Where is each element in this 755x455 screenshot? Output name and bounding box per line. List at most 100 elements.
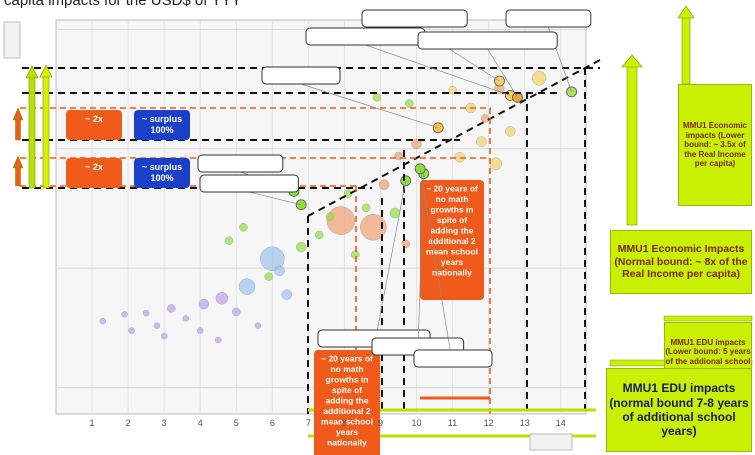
data-bubble (480, 114, 490, 123)
label-leader (300, 83, 439, 129)
lower-surplus-box-text: ~ surplus 100% (142, 162, 182, 183)
x-tick-label: 11 (448, 418, 457, 428)
data-bubble (239, 223, 248, 232)
lower-2x-box (66, 158, 122, 188)
x-tick-label: 14 (556, 418, 566, 428)
data-bubble (378, 179, 390, 190)
country-bubble (432, 122, 444, 134)
data-bubble (489, 157, 503, 170)
data-bubble (394, 151, 403, 161)
econ-lower-box: MMU1 Economic impacts (Lower bound: ~ 3.… (678, 84, 752, 206)
no-growth-right-box (420, 180, 484, 300)
data-bubble (389, 207, 401, 219)
data-bubble (361, 203, 371, 213)
lower-surplus-box (134, 158, 190, 188)
data-bubble (215, 336, 222, 344)
data-bubble (167, 304, 176, 313)
y-scale-toggle (3, 21, 21, 59)
econ-arrow-left-2-head (39, 64, 53, 78)
data-bubble (128, 327, 135, 334)
x-tick-label: 12 (484, 418, 494, 428)
data-bubble (238, 278, 256, 295)
edu-normal-box: MMU1 EDU impacts (normal bound 7-8 years… (606, 368, 752, 452)
econ-normal-box: MMU1 Economic Impacts (Normal bound: ~ 8… (610, 230, 752, 294)
orange-arrow-up-2-head (12, 155, 24, 169)
country-label-box (305, 27, 426, 46)
data-bubble (153, 322, 161, 329)
data-bubble (274, 265, 285, 277)
country-label-box (417, 31, 558, 50)
lower-2x-box-text: ~ 2x (85, 162, 103, 172)
data-bubble (405, 99, 414, 108)
data-bubble (411, 138, 422, 150)
data-bubble (197, 327, 204, 334)
x-tick-label: 1 (90, 418, 95, 428)
data-bubble (295, 241, 307, 253)
econ-arrow-left-1 (28, 75, 36, 189)
data-bubble (254, 322, 262, 329)
label-leader (365, 44, 511, 96)
econ-normal-arrow (626, 64, 638, 226)
data-bubble (121, 311, 128, 318)
label-leader (417, 173, 425, 356)
data-bubble (198, 298, 210, 310)
no-growth-left-box (314, 350, 380, 455)
country-label-box (413, 349, 493, 368)
econ-arrow-left-1-head (25, 65, 39, 79)
country-label-box (361, 9, 468, 28)
x-tick-label: 9 (378, 418, 383, 428)
edu-lower-arrow (663, 315, 753, 322)
econ-lower-arrow (681, 15, 691, 85)
data-bubble (531, 71, 547, 86)
label-leader (249, 191, 302, 206)
data-bubble (264, 272, 273, 281)
country-label-box (505, 9, 592, 28)
data-bubble (281, 289, 292, 300)
no-growth-right-box-text: ~ 20 years of no math growths in spite of ad… (426, 184, 478, 278)
data-bubble (160, 332, 168, 340)
x-tick-label: 5 (234, 418, 239, 428)
upper-surplus-box (134, 110, 190, 140)
econ-arrow-left-2 (42, 74, 50, 189)
x-tick-label: 13 (520, 418, 530, 428)
x-tick-label: 10 (412, 418, 422, 428)
orange-arrow-up-2 (15, 165, 21, 187)
country-label-box (197, 154, 284, 173)
data-bubble (326, 206, 356, 235)
no-growth-left-box-text: ~ 20 years of no math growths in spite of ad… (321, 354, 373, 448)
data-bubble (260, 246, 285, 271)
data-bubble (325, 212, 335, 221)
data-bubble (476, 136, 487, 147)
x-scale-toggle (529, 433, 573, 451)
x-tick-label: 4 (198, 418, 203, 428)
label-leader (373, 180, 407, 348)
data-bubble (505, 126, 516, 137)
label-leader (419, 168, 454, 368)
econ-normal-arrow-head (621, 54, 643, 68)
data-bubble (314, 230, 324, 240)
data-bubble (401, 239, 410, 249)
data-bubble (372, 93, 382, 102)
data-bubble (224, 236, 234, 245)
x-tick-label: 2 (126, 418, 131, 428)
data-bubble (182, 315, 189, 322)
econ-lower-arrow-head (677, 5, 695, 19)
page-title: capita impacts for the USD$ of YYY (4, 0, 242, 9)
data-bubble (142, 309, 150, 317)
data-bubble (360, 214, 387, 241)
orange-arrow-up-1 (15, 117, 21, 141)
label-leader (487, 48, 518, 98)
data-bubble (343, 189, 353, 198)
orange-arrow-up-1-head (12, 107, 24, 121)
country-label-box (199, 174, 299, 193)
x-tick-label: 8 (342, 418, 347, 428)
x-tick-label: 6 (270, 418, 275, 428)
country-label-box (261, 66, 341, 85)
upper-2x-box-text: ~ 2x (85, 114, 103, 124)
x-tick-label: 3 (162, 418, 167, 428)
data-bubble (215, 292, 229, 305)
data-bubble (99, 317, 107, 325)
data-bubble (232, 307, 241, 317)
upper-surplus-box-text: ~ surplus 100% (142, 114, 182, 135)
